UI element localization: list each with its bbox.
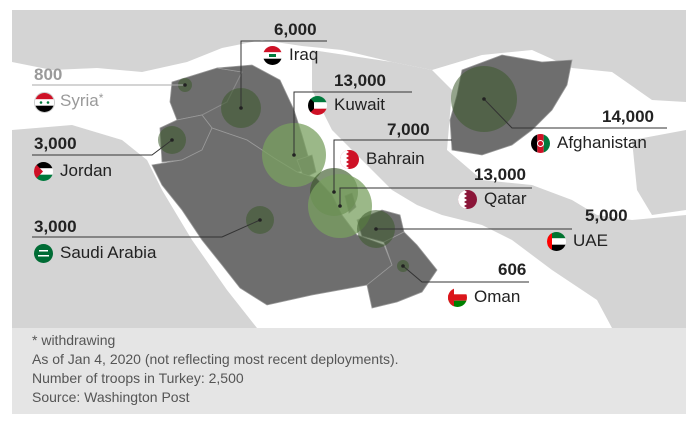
saudi-flag-icon (34, 244, 53, 263)
afghanistan-name: Afghanistan (557, 133, 647, 152)
label-iraq-name: Iraq (289, 45, 318, 65)
landmass-africa (12, 125, 257, 328)
label-bahrain-num: 7,000 (387, 120, 430, 140)
leader-qatar (339, 187, 532, 206)
iraq-flag-icon (263, 46, 282, 65)
landmass-north (12, 10, 686, 102)
label-bahrain-name: Bahrain (366, 149, 425, 169)
label-saudi-num: 3,000 (34, 217, 77, 237)
map-svg (12, 10, 686, 328)
leader-kuwait (293, 91, 412, 155)
label-saudi-name: Saudi Arabia (60, 243, 156, 263)
leader-lines (32, 40, 667, 283)
bahrain-flag-icon (340, 150, 359, 169)
note-withdrawing: * withdrawing (32, 332, 116, 348)
jordan-flag-icon (34, 162, 53, 181)
iraq-troops: 6,000 (274, 20, 317, 39)
label-afghanistan-num: 14,000 (602, 107, 654, 127)
qatar-name: Qatar (484, 189, 527, 208)
label-uae-name: UAE (573, 231, 608, 251)
bahrain-name: Bahrain (366, 149, 425, 168)
label-oman-num: 606 (498, 260, 526, 280)
label-uae-num: 5,000 (585, 206, 628, 226)
label-jordan-num: 3,000 (34, 134, 77, 154)
kuwait-troops: 13,000 (334, 71, 386, 90)
saudi-troops: 3,000 (34, 217, 77, 236)
label-kuwait-num: 13,000 (334, 71, 386, 91)
jordan-name: Jordan (60, 161, 112, 180)
syria-name: Syria (60, 91, 99, 110)
leader-jordan (32, 139, 173, 156)
oman-name: Oman (474, 287, 521, 306)
oman-flag-icon (448, 288, 467, 307)
footnotes: * withdrawing As of Jan 4, 2020 (not ref… (12, 328, 686, 414)
landmass-iran (312, 50, 686, 328)
leader-saudi (32, 219, 261, 238)
uae-flag-icon (547, 232, 566, 251)
jordan-troops: 3,000 (34, 134, 77, 153)
note-as-of: As of Jan 4, 2020 (not reflecting most r… (32, 351, 399, 367)
afghanistan-flag-icon (531, 134, 550, 153)
landmass-east (632, 130, 686, 215)
qatar-troops: 13,000 (474, 165, 526, 184)
note-turkey: Number of troops in Turkey: 2,500 (32, 370, 244, 386)
label-qatar-name: Qatar (484, 189, 527, 209)
afghanistan-troops: 14,000 (602, 107, 654, 126)
uae-name: UAE (573, 231, 608, 250)
qatar-flag-icon (458, 190, 477, 209)
label-qatar-num: 13,000 (474, 165, 526, 185)
map-area: 800 Syria* 6,000 Iraq 13,000 Kuwait (12, 10, 686, 328)
label-syria-name: Syria* (60, 91, 103, 111)
bahrain-troops: 7,000 (387, 120, 430, 139)
kuwait-name: Kuwait (334, 95, 386, 114)
infographic-frame: 800 Syria* 6,000 Iraq 13,000 Kuwait (12, 10, 686, 414)
syria-note: * (98, 91, 104, 105)
label-afghanistan-name: Afghanistan (557, 133, 647, 153)
uae-troops: 5,000 (585, 206, 628, 225)
label-jordan-name: Jordan (60, 161, 112, 181)
label-oman-name: Oman (474, 287, 520, 307)
oman-troops: 606 (498, 260, 527, 279)
label-syria: 800 (34, 65, 62, 85)
saudi-name: Saudi Arabia (60, 243, 157, 262)
leader-bahrain (333, 139, 452, 192)
leader-iraq (240, 40, 327, 108)
label-kuwait-name: Kuwait (334, 95, 385, 115)
syria-troops: 800 (34, 65, 63, 84)
label-iraq-num: 6,000 (274, 20, 317, 40)
leader-afghanistan (483, 98, 667, 129)
syria-flag-icon (34, 92, 55, 113)
iraq-name: Iraq (289, 45, 319, 64)
leader-oman (402, 265, 529, 283)
note-source: Source: Washington Post (32, 389, 190, 405)
kuwait-flag-icon (308, 96, 327, 115)
